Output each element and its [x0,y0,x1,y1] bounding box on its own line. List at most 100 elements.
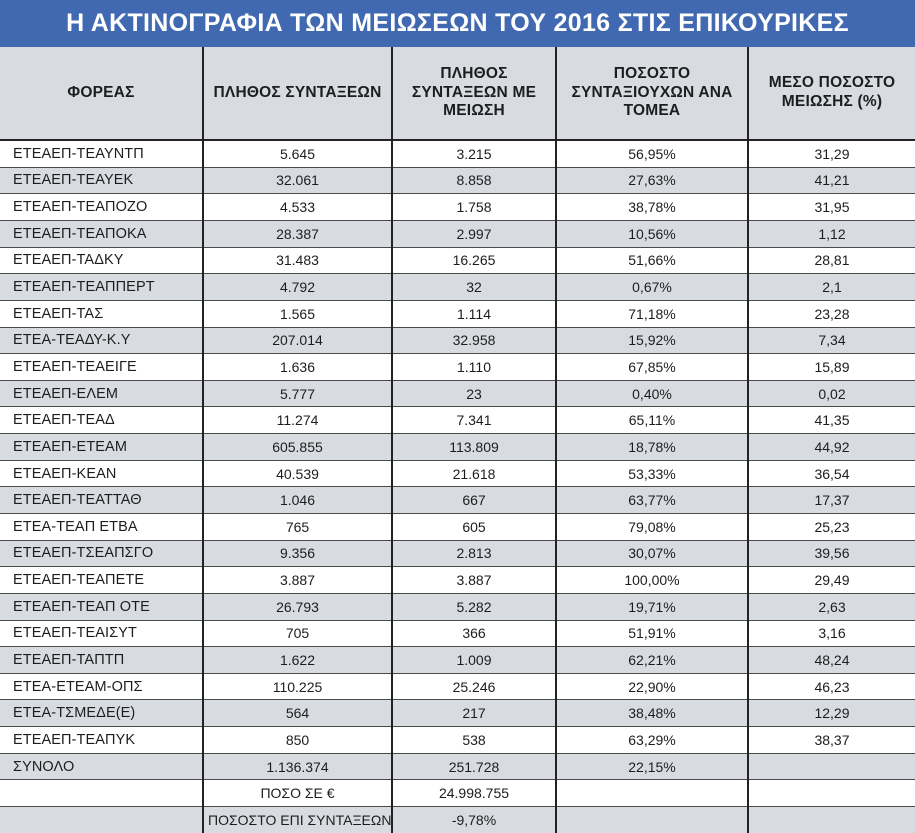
value-cell: 7.341 [391,406,557,435]
fund-name-cell: ΕΤΕΑΕΠ-ΕΛΕΜ [0,379,204,408]
value-cell: 31.483 [202,246,393,275]
value-cell: 38,78% [555,193,749,221]
fund-name-cell: ΕΤΕΑΕΠ-ΕΤΕΑΜ [0,433,204,461]
table-header: ΦΟΡΕΑΣ ΠΛΗΘΟΣ ΣΥΝΤΑΞΕΩΝ ΠΛΗΘΟΣ ΣΥΝΤΑΞΕΩΝ… [0,47,915,141]
value-cell: 605.855 [202,433,393,461]
value-cell: 667 [391,486,557,514]
value-cell: 65,11% [555,406,749,435]
value-cell: 11.274 [202,406,393,435]
value-cell: 3.887 [391,566,557,594]
value-cell [555,806,749,833]
fund-name-cell: ΕΤΕΑ-ΤΕΑΠ ΕΤΒΑ [0,512,204,541]
value-cell: 30,07% [555,539,749,568]
table-row: ΕΤΕΑΕΠ-ΤΕΑΠ ΟΤΕ 26.793 5.282 19,71% 2,63 [0,592,915,621]
value-cell: 67,85% [555,353,749,381]
value-cell: 3.215 [391,139,557,168]
table-row: ΕΤΕΑΕΠ-ΤΕΑΤΤΑΘ 1.046 667 63,77% 17,37 [0,486,915,514]
value-cell: 23 [391,379,557,408]
value-cell: 17,37 [747,486,915,514]
value-cell: 5.777 [202,379,393,408]
value-cell: 22,15% [555,752,749,781]
value-cell: ΠΟΣΟΣΤΟ ΕΠΙ ΣΥΝΤΑΞΕΩΝ [202,806,393,833]
fund-name-cell [0,779,204,808]
value-cell: 22,90% [555,672,749,701]
value-cell: 41,35 [747,406,915,435]
value-cell: ΠΟΣΟ ΣΕ € [202,779,393,808]
table-row: ΕΤΕΑ-ΕΤΕΑΜ-ΟΠΣ 110.225 25.246 22,90% 46,23 [0,672,915,701]
fund-name-cell: ΕΤΕΑΕΠ-ΤΕΑΤΤΑΘ [0,486,204,514]
fund-name-cell: ΕΤΕΑΕΠ-ΤΕΑΠΟΖΟ [0,193,204,221]
table-row: ΕΤΕΑΕΠ-ΤΕΑΠΟΖΟ 4.533 1.758 38,78% 31,95 [0,193,915,221]
value-cell: 56,95% [555,139,749,168]
value-cell: 15,92% [555,326,749,355]
value-cell: 4.792 [202,273,393,301]
column-header-plithos-syntaxeon: ΠΛΗΘΟΣ ΣΥΝΤΑΞΕΩΝ [202,47,393,141]
fund-name-cell: ΣΥΝΟΛΟ [0,752,204,781]
value-cell [747,752,915,781]
table-row: ΕΤΕΑΕΠ-ΤΕΑΠΠΕΡΤ 4.792 32 0,67% 2,1 [0,273,915,301]
value-cell: 39,56 [747,539,915,568]
column-header-meso-pososto-meiosis: ΜΕΣΟ ΠΟΣΟΣΤΟ ΜΕΙΩΣΗΣ (%) [747,47,915,141]
value-cell: 2.997 [391,219,557,248]
table-row: ΕΤΕΑΕΠ-ΤΑΔΚΥ 31.483 16.265 51,66% 28,81 [0,246,915,275]
value-cell: 21.618 [391,459,557,488]
table-header-row: ΦΟΡΕΑΣ ΠΛΗΘΟΣ ΣΥΝΤΑΞΕΩΝ ΠΛΗΘΟΣ ΣΥΝΤΑΞΕΩΝ… [0,47,915,141]
value-cell: 38,48% [555,699,749,728]
table-row: ΣΥΝΟΛΟ 1.136.374 251.728 22,15% [0,752,915,781]
value-cell: 564 [202,699,393,728]
value-cell: 1.110 [391,353,557,381]
value-cell: 5.645 [202,139,393,168]
value-cell: 29,49 [747,566,915,594]
fund-name-cell: ΕΤΕΑΕΠ-ΤΑΣ [0,299,204,328]
value-cell: 207.014 [202,326,393,355]
value-cell: 3.887 [202,566,393,594]
value-cell: 4.533 [202,193,393,221]
fund-name-cell: ΕΤΕΑΕΠ-ΤΕΑΕΙΓΕ [0,353,204,381]
value-cell: 217 [391,699,557,728]
fund-name-cell: ΕΤΕΑ-ΕΤΕΑΜ-ΟΠΣ [0,672,204,701]
table-row: ΠΟΣΟΣΤΟ ΕΠΙ ΣΥΝΤΑΞΕΩΝ -9,78% [0,806,915,833]
value-cell: 25.246 [391,672,557,701]
table-body: ΕΤΕΑΕΠ-ΤΕΑΥΝΤΠ 5.645 3.215 56,95% 31,29 ΕΤΕΑΕ… [0,139,915,833]
value-cell: 2.813 [391,539,557,568]
value-cell: 850 [202,726,393,754]
value-cell: 16.265 [391,246,557,275]
value-cell: 113.809 [391,433,557,461]
value-cell: 44,92 [747,433,915,461]
fund-name-cell: ΕΤΕΑΕΠ-ΤΕΑΠΕΤΕ [0,566,204,594]
value-cell: 19,71% [555,592,749,621]
value-cell: 24.998.755 [391,779,557,808]
value-cell: 53,33% [555,459,749,488]
fund-name-cell: ΕΤΕΑΕΠ-ΤΕΑΥΕΚ [0,166,204,195]
fund-name-cell: ΕΤΕΑ-ΤΣΜΕΔΕ(Ε) [0,699,204,728]
value-cell: 2,1 [747,273,915,301]
value-cell: 32.061 [202,166,393,195]
value-cell: 1.758 [391,193,557,221]
table-row: ΠΟΣΟ ΣΕ €24.998.755 [0,779,915,808]
value-cell: -9,78% [391,806,557,833]
column-header-foreas: ΦΟΡΕΑΣ [0,47,204,141]
value-cell: 538 [391,726,557,754]
table-row: ΕΤΕΑΕΠ-ΤΕΑΠΥΚ 850 538 63,29% 38,37 [0,726,915,754]
value-cell: 366 [391,619,557,648]
value-cell: 1,12 [747,219,915,248]
fund-name-cell: ΕΤΕΑΕΠ-ΤΕΑΙΣΥΤ [0,619,204,648]
table-row: ΕΤΕΑΕΠ-ΤΕΑΠΟΚΑ 28.387 2.997 10,56% 1,12 [0,219,915,248]
fund-name-cell: ΕΤΕΑΕΠ-ΤΕΑΠ ΟΤΕ [0,592,204,621]
fund-name-cell: ΕΤΕΑΕΠ-ΤΕΑΠΟΚΑ [0,219,204,248]
value-cell: 63,77% [555,486,749,514]
page-title: Η ΑΚΤΙΝΟΓΡΑΦΙΑ ΤΩΝ ΜΕΙΩΣΕΩΝ ΤΟΥ 2016 ΣΤΙ… [0,0,915,47]
value-cell [747,806,915,833]
table-row: ΕΤΕΑΕΠ-ΤΣΕΑΠΣΓΟ 9.356 2.813 30,07% 39,56 [0,539,915,568]
table-row: ΕΤΕΑΕΠ-ΕΛΕΜ 5.777 23 0,40% 0,02 [0,379,915,408]
table-row: ΕΤΕΑ-ΤΕΑΠ ΕΤΒΑ 765 605 79,08% 25,23 [0,512,915,541]
fund-name-cell: ΕΤΕΑΕΠ-ΚΕΑΝ [0,459,204,488]
value-cell: 100,00% [555,566,749,594]
value-cell: 62,21% [555,646,749,674]
value-cell: 251.728 [391,752,557,781]
value-cell: 51,66% [555,246,749,275]
value-cell: 605 [391,512,557,541]
table-row: ΕΤΕΑΕΠ-ΤΑΣ 1.565 1.114 71,18% 23,28 [0,299,915,328]
value-cell: 8.858 [391,166,557,195]
